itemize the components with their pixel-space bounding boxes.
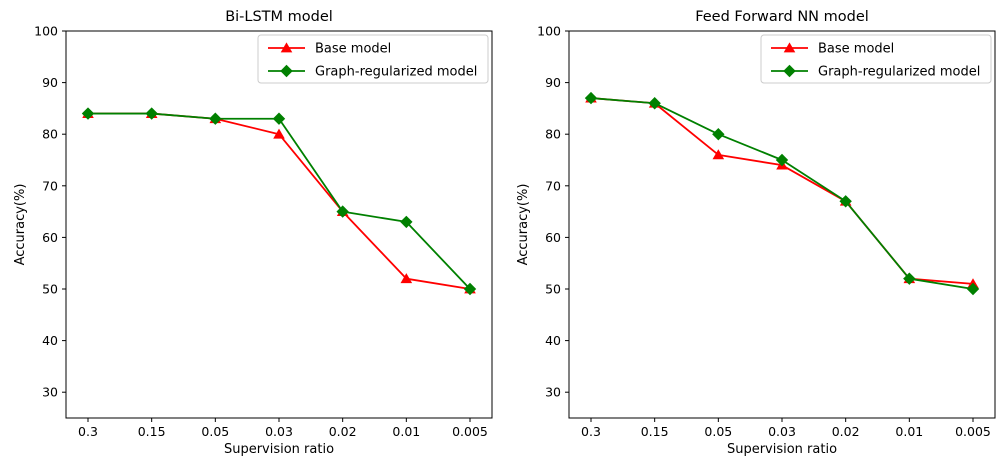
x-axis-tick-label: 0.05 [704, 424, 732, 439]
y-axis-tick-label: 100 [537, 24, 561, 39]
triangle-marker [273, 128, 285, 139]
y-axis-tick-label: 100 [34, 24, 58, 39]
series-line [88, 112, 471, 290]
legend-label: Graph-regularized model [818, 65, 980, 80]
x-axis-tick-label: 0.3 [581, 424, 601, 439]
diamond-marker [463, 282, 477, 296]
legend-diamond-marker [783, 64, 796, 78]
x-axis-tick-label: 0.15 [138, 424, 166, 439]
series-base-model [585, 92, 979, 289]
diamond-marker [336, 205, 349, 218]
series-line [590, 97, 974, 285]
y-axis-tick-label: 80 [42, 127, 58, 142]
legend-triangle-marker [280, 42, 293, 53]
x-axis-tick-label: 0.03 [768, 424, 796, 439]
legend-entry: Base model [268, 42, 391, 57]
diamond-marker [400, 215, 413, 229]
x-axis-tick-label: 0.03 [265, 424, 293, 439]
legend-frame [760, 34, 992, 84]
x-axis-label: Supervision ratio [224, 442, 334, 457]
series-graph-regularized-model [81, 107, 477, 296]
y-axis-tick-label: 70 [42, 178, 58, 193]
diamond-marker [81, 107, 95, 120]
x-axis-tick-label: 0.005 [452, 424, 488, 439]
legend-entry: Graph-regularized model [771, 65, 980, 80]
y-axis-tick-label: 60 [545, 230, 561, 245]
legend-entry: Graph-regularized model [268, 65, 477, 80]
y-axis-label: Accuracy(%) [516, 184, 531, 266]
triangle-marker [712, 149, 725, 160]
diamond-marker [712, 128, 725, 141]
x-axis-tick-label: 0.005 [955, 424, 991, 439]
y-axis-tick-label: 70 [545, 178, 561, 193]
legend-diamond-marker [280, 64, 293, 78]
x-axis-tick-label: 0.01 [895, 424, 923, 439]
axes-frame [568, 30, 996, 419]
y-axis-tick-label: 80 [545, 127, 561, 142]
y-axis-tick-label: 60 [42, 230, 58, 245]
diamond-marker [209, 112, 222, 125]
triangle-marker [400, 273, 413, 284]
diamond-marker [966, 282, 980, 296]
x-axis-tick-label: 0.01 [392, 424, 420, 439]
y-axis-tick-label: 50 [42, 282, 58, 297]
legend: Base model Graph-regularized model [257, 34, 489, 84]
diamond-marker [272, 112, 286, 125]
legend-entry: Base model [771, 42, 894, 57]
x-axis-tick-label: 0.15 [641, 424, 669, 439]
legend-label: Graph-regularized model [315, 65, 477, 80]
y-axis-tick-label: 50 [545, 282, 561, 297]
series-base-model [82, 107, 476, 294]
diamond-marker [584, 91, 598, 105]
chart-title: Bi-LSTM model [225, 9, 333, 25]
x-axis-label: Supervision ratio [727, 442, 837, 457]
series-line [590, 97, 974, 290]
y-axis-tick-label: 40 [545, 333, 561, 348]
y-axis-label: Accuracy(%) [13, 184, 28, 266]
y-axis-tick-label: 30 [42, 385, 58, 400]
chart-title: Feed Forward NN model [695, 9, 869, 25]
series-line [88, 112, 471, 290]
legend-label: Base model [315, 42, 391, 57]
y-axis-tick-label: 90 [42, 75, 58, 90]
x-axis-tick-label: 0.02 [832, 424, 860, 439]
y-axis-tick-label: 90 [545, 75, 561, 90]
legend-triangle-marker [783, 42, 796, 53]
legend-label: Base model [818, 42, 894, 57]
legend: Base model Graph-regularized model [760, 34, 992, 84]
chart-bi-lstm-model: Bi-LSTM model Supervision ratio Accuracy(%… [13, 9, 493, 457]
x-axis-tick-label: 0.05 [201, 424, 229, 439]
legend-frame [257, 34, 489, 84]
axes-frame [65, 30, 493, 419]
chart-feed-forward-nn-model: Feed Forward NN model Supervision ratio Ac… [516, 9, 996, 457]
y-axis-tick-label: 30 [545, 385, 561, 400]
series-graph-regularized-model [584, 91, 980, 296]
y-axis-tick-label: 40 [42, 333, 58, 348]
x-axis-tick-label: 0.3 [78, 424, 98, 439]
diamond-marker [145, 107, 158, 120]
diamond-marker [775, 153, 789, 167]
x-axis-tick-label: 0.02 [329, 424, 357, 439]
